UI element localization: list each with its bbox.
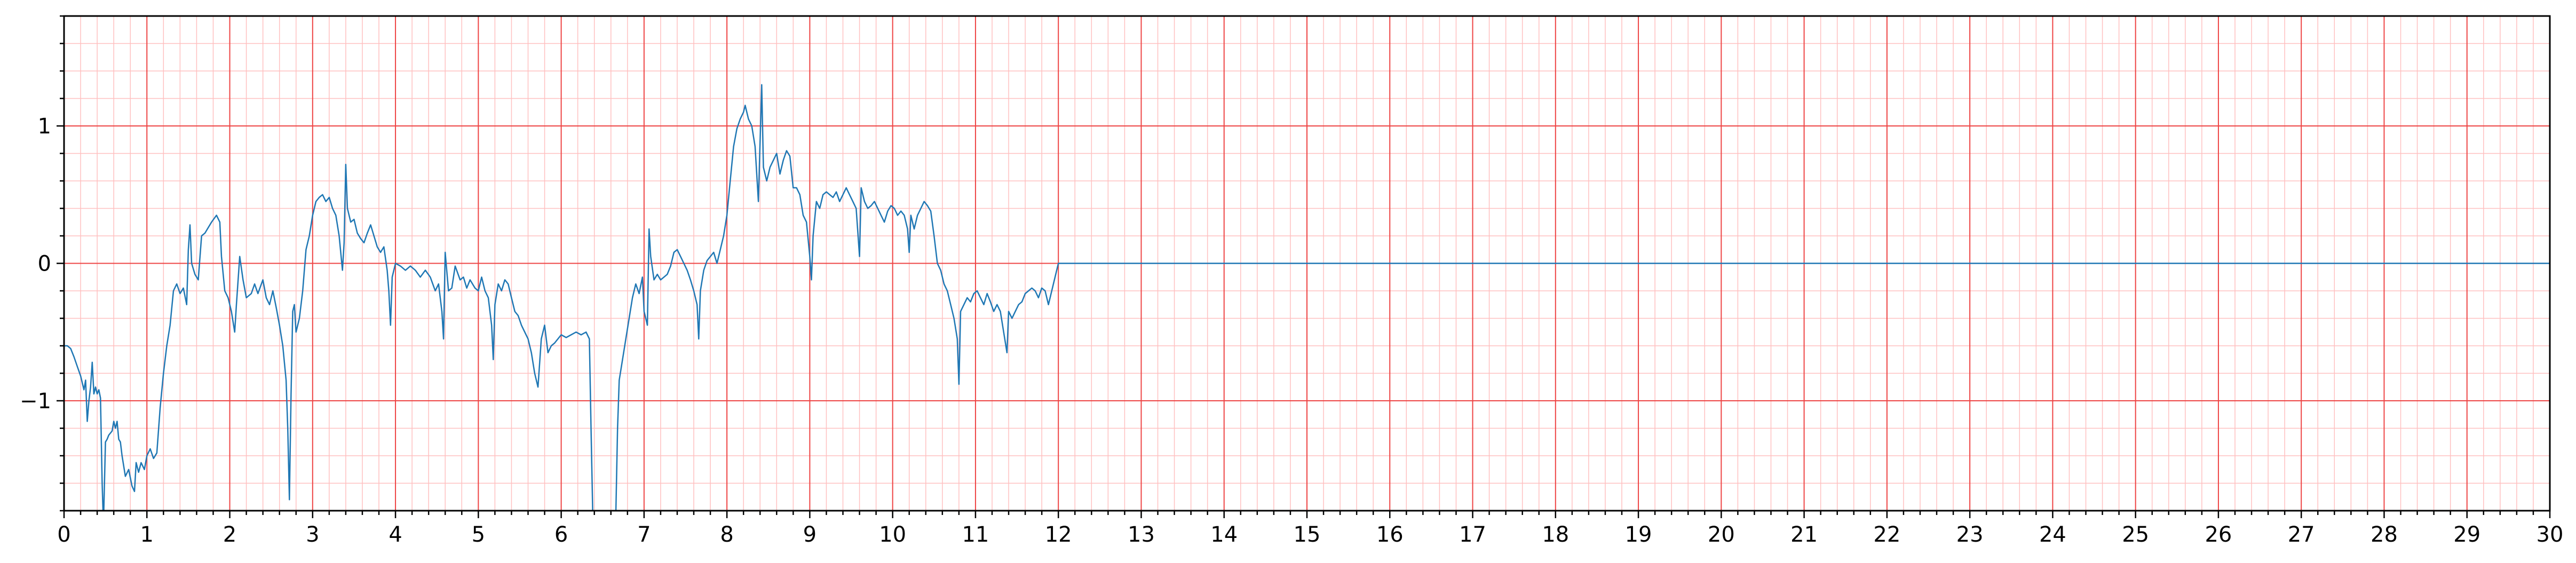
- x-tick-label: 20: [1708, 522, 1735, 547]
- x-tick-label: 18: [1542, 522, 1569, 547]
- x-tick-label: 19: [1625, 522, 1652, 547]
- x-tick-label: 17: [1459, 522, 1486, 547]
- x-tick-label: 5: [472, 522, 485, 547]
- x-tick-label: 14: [1210, 522, 1238, 547]
- x-tick-label: 1: [140, 522, 154, 547]
- x-tick-label: 12: [1045, 522, 1072, 547]
- x-tick-label: 9: [803, 522, 817, 547]
- x-tick-label: 30: [2537, 522, 2564, 547]
- x-tick-label: 4: [389, 522, 402, 547]
- x-tick-label: 2: [223, 522, 236, 547]
- x-tick-label: 0: [57, 522, 70, 547]
- x-tick-label: 25: [2122, 522, 2149, 547]
- x-tick-label: 21: [1790, 522, 1818, 547]
- x-tick-label: 23: [1956, 522, 1984, 547]
- x-tick-label: 8: [720, 522, 733, 547]
- x-axis: 0 1 2 3 4 5 6 7 8 9 10 11 12 13 14 15 16 17 18 19 20 21 22 23 24…: [57, 511, 2563, 547]
- y-axis: −1 0 1: [20, 15, 64, 512]
- x-tick-label: 10: [879, 522, 906, 547]
- y-tick-label: 1: [38, 114, 51, 139]
- x-tick-label: 29: [2453, 522, 2480, 547]
- x-tick-label: 28: [2371, 522, 2398, 547]
- x-tick-label: 24: [2039, 522, 2066, 547]
- series-line: [64, 84, 2550, 512]
- x-tick-label: 7: [637, 522, 651, 547]
- x-tick-label: 6: [554, 522, 568, 547]
- x-tick-label: 27: [2288, 522, 2315, 547]
- x-tick-label: 3: [306, 522, 319, 547]
- x-tick-label: 13: [1128, 522, 1155, 547]
- y-tick-label: 0: [38, 252, 51, 276]
- x-tick-label: 26: [2205, 522, 2232, 547]
- x-tick-label: 22: [1873, 522, 1900, 547]
- series-layer: [64, 84, 2550, 512]
- x-tick-label: 11: [962, 522, 989, 547]
- x-tick-label: 16: [1376, 522, 1404, 547]
- x-tick-label: 15: [1294, 522, 1321, 547]
- y-tick-label: −1: [20, 389, 51, 414]
